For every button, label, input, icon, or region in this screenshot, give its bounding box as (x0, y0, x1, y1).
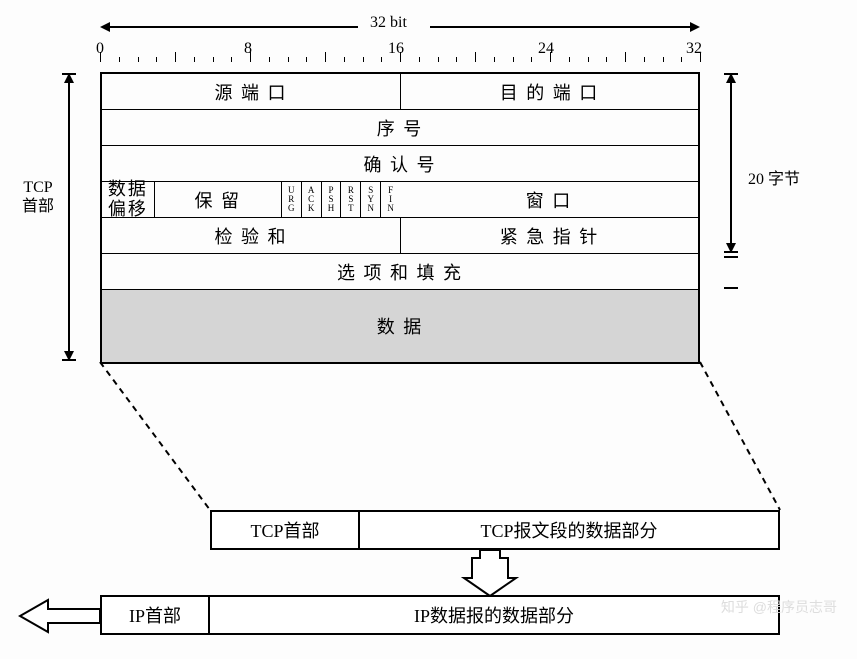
right-tick-opt-top (724, 256, 738, 258)
left-extent-arrow (68, 74, 70, 360)
right-tick-top (724, 73, 738, 75)
ip-payload-box: IP数据报的数据部分 (208, 595, 780, 635)
right-tick-opt-bot (724, 287, 738, 289)
flag-ack: ACK (301, 182, 321, 217)
right-label: 20 字节 (744, 170, 804, 189)
flag-urg: URG (281, 182, 301, 217)
tcp-header-box: TCP首部 (210, 510, 360, 550)
right-extent-arrow (730, 74, 732, 252)
ruler-bit-label: 32 bit (370, 14, 407, 32)
left-label: TCP 首部 (22, 178, 54, 216)
right-tick-bottom (724, 251, 738, 253)
field-source-port: 源 端 口 (102, 74, 400, 109)
field-data-offset-l2: 偏移 (108, 200, 148, 220)
flag-psh: PSH (321, 182, 341, 217)
ip-header-box: IP首部 (100, 595, 210, 635)
field-data-offset: 数据 偏移 (102, 182, 154, 217)
tcp-ip-diagram: 32 bit 0 8 16 24 32 TCP 首部 20 字节 源 端 口 目… (0, 0, 857, 659)
encapsulation-arrow (460, 550, 520, 598)
field-seq-num: 序 号 (102, 110, 698, 145)
transmit-arrow-icon (18, 598, 100, 634)
field-data-offset-l1: 数据 (108, 180, 148, 200)
ruler-line-right (430, 26, 690, 28)
field-options: 选 项 和 填 充 (102, 254, 698, 289)
field-ack-num: 确 认 号 (102, 146, 698, 181)
ruler-ticks (100, 52, 700, 62)
field-window: 窗 口 (400, 182, 698, 217)
ruler-line-left (108, 26, 358, 28)
left-label-l2: 首部 (22, 197, 54, 216)
left-label-l1: TCP (22, 178, 54, 197)
left-tick-top (62, 73, 76, 75)
flag-rst: RST (340, 182, 360, 217)
flag-fin: FIN (380, 182, 400, 217)
field-data: 数 据 (102, 290, 698, 362)
ruler-arrow-right (690, 22, 700, 32)
ruler-arrow-left (100, 22, 110, 32)
flag-syn: SYN (360, 182, 380, 217)
tcp-header-table: 源 端 口 目 的 端 口 序 号 确 认 号 数据 偏移 保 留 URG AC… (100, 72, 700, 364)
field-reserved: 保 留 (154, 182, 281, 217)
watermark: 知乎 @程序员志哥 (721, 597, 837, 617)
tcp-payload-box: TCP报文段的数据部分 (358, 510, 780, 550)
left-tick-bottom (62, 359, 76, 361)
field-urgent-ptr: 紧 急 指 针 (400, 218, 698, 253)
field-dest-port: 目 的 端 口 (400, 74, 698, 109)
field-checksum: 检 验 和 (102, 218, 400, 253)
